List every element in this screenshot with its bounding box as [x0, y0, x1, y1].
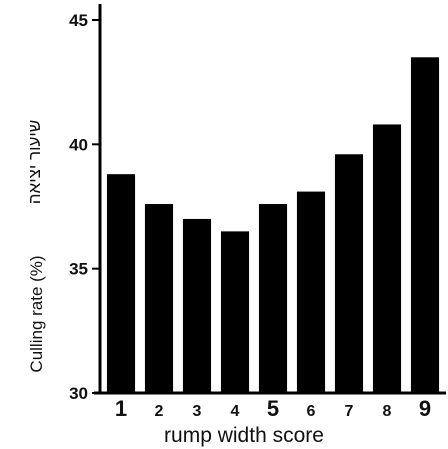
bar-5	[258, 204, 288, 393]
x-tick-label: 4	[231, 403, 240, 420]
x-tick-label: 6	[307, 403, 316, 420]
y-tick-label: 30	[69, 384, 88, 403]
x-tick-label: 1	[115, 396, 127, 421]
y-tick-label: 35	[69, 260, 88, 279]
x-axis-ticks: 1 2 3 4 5 6 7 8 9	[115, 396, 431, 421]
x-tick-label: 3	[193, 403, 202, 420]
y-axis-ticks: 30 35 40 45	[69, 11, 100, 403]
x-tick-label: 7	[345, 403, 354, 420]
bar-8	[372, 124, 402, 393]
bar-1	[106, 174, 136, 393]
bars	[106, 57, 440, 394]
bar-7	[334, 154, 364, 393]
bar-9	[410, 57, 440, 394]
y-tick-label: 45	[69, 11, 88, 30]
x-tick-label: 8	[383, 403, 392, 420]
bar-6	[296, 191, 326, 393]
x-tick-label: 2	[155, 403, 164, 420]
x-tick-label: 9	[419, 396, 431, 421]
bar-2	[144, 204, 174, 393]
bar-4	[220, 231, 250, 393]
bar-3	[182, 218, 212, 393]
y-axis-title: Culling rate (%)	[27, 255, 46, 372]
y-tick-label: 40	[69, 135, 88, 154]
x-axis-title: rump width score	[164, 424, 324, 447]
x-tick-label: 5	[267, 396, 279, 421]
y-axis-title-secondary: שיעור יציאה	[25, 120, 44, 205]
